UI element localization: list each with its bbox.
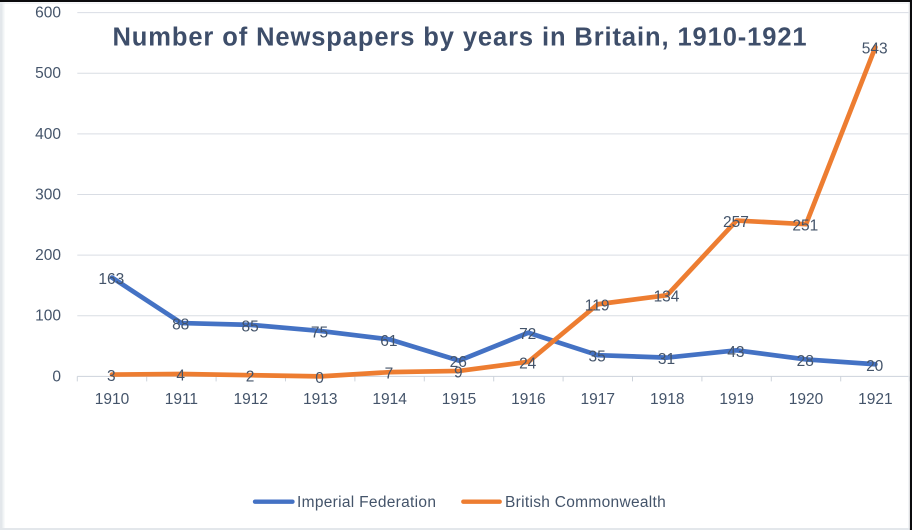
svg-text:61: 61 (380, 333, 397, 350)
svg-text:500: 500 (35, 65, 61, 82)
svg-text:1910: 1910 (95, 391, 130, 408)
svg-text:88: 88 (172, 317, 189, 334)
svg-text:9: 9 (454, 364, 463, 381)
svg-text:134: 134 (654, 289, 680, 306)
svg-text:200: 200 (35, 247, 61, 264)
svg-text:119: 119 (585, 298, 610, 315)
svg-text:24: 24 (519, 355, 537, 372)
svg-text:4: 4 (176, 368, 185, 385)
svg-text:257: 257 (723, 214, 749, 231)
svg-text:1919: 1919 (719, 391, 753, 408)
svg-text:26: 26 (450, 354, 467, 371)
svg-text:1914: 1914 (372, 391, 407, 408)
svg-text:3: 3 (107, 368, 116, 385)
svg-text:31: 31 (658, 351, 675, 368)
svg-text:543: 543 (862, 41, 888, 58)
svg-text:400: 400 (35, 126, 61, 143)
svg-text:72: 72 (519, 326, 536, 343)
svg-text:28: 28 (797, 353, 814, 370)
svg-text:1918: 1918 (650, 391, 684, 408)
svg-text:1911: 1911 (165, 391, 198, 408)
svg-text:300: 300 (35, 186, 61, 203)
svg-text:1917: 1917 (581, 391, 615, 408)
svg-text:1913: 1913 (303, 391, 337, 408)
svg-text:1912: 1912 (234, 391, 268, 408)
svg-text:British Commonwealth: British Commonwealth (505, 494, 666, 511)
svg-text:600: 600 (35, 5, 61, 22)
svg-text:0: 0 (315, 370, 324, 387)
svg-text:Number of Newspapers by years: Number of Newspapers by years in Britain… (112, 24, 807, 52)
svg-text:75: 75 (311, 324, 328, 341)
svg-text:2: 2 (246, 369, 255, 386)
svg-text:20: 20 (866, 358, 884, 375)
svg-text:1921: 1921 (858, 391, 892, 408)
svg-text:85: 85 (241, 318, 258, 335)
svg-text:0: 0 (52, 368, 61, 385)
svg-text:251: 251 (792, 218, 818, 235)
svg-text:1916: 1916 (511, 391, 545, 408)
svg-text:1920: 1920 (789, 391, 824, 408)
svg-text:Imperial Federation: Imperial Federation (297, 494, 436, 511)
svg-text:43: 43 (727, 344, 744, 361)
svg-text:7: 7 (385, 366, 394, 383)
svg-text:1915: 1915 (442, 391, 476, 408)
svg-text:163: 163 (98, 271, 124, 288)
svg-text:100: 100 (35, 308, 61, 325)
svg-text:35: 35 (588, 349, 605, 366)
